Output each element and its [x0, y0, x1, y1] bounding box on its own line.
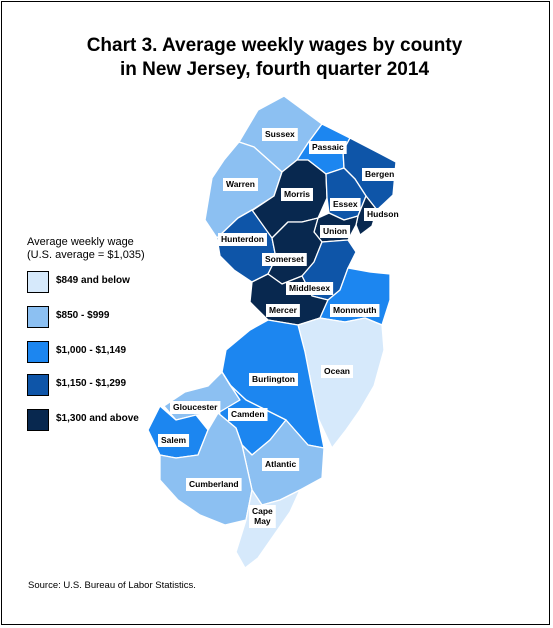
- legend-swatch: [27, 374, 49, 396]
- county-label-union: Union: [320, 225, 351, 238]
- county-label-cumberland: Cumberland: [186, 478, 242, 491]
- county-label-hudson: Hudson: [364, 208, 402, 221]
- county-label-mercer: Mercer: [266, 304, 300, 317]
- county-label-middlesex: Middlesex: [286, 282, 334, 295]
- county-label-text: Somerset: [265, 254, 304, 264]
- county-label-text: Cumberland: [189, 479, 239, 489]
- county-label-text: Burlington: [252, 374, 295, 384]
- legend-title-line-2: (U.S. average = $1,035): [27, 249, 145, 261]
- county-label-text: Camden: [231, 409, 265, 419]
- legend-label: $1,000 - $1,149: [56, 345, 127, 356]
- legend-title: Average weekly wage (U.S. average = $1,0…: [27, 236, 145, 262]
- legend-label: $849 and below: [56, 275, 130, 286]
- county-label-text: Hudson: [367, 209, 399, 219]
- county-label-text: Atlantic: [265, 459, 296, 469]
- county-label-bergen: Bergen: [362, 168, 398, 181]
- legend-swatch: [27, 306, 49, 328]
- county-label-text: Mercer: [269, 305, 298, 315]
- county-label-atlantic: Atlantic: [262, 458, 300, 471]
- county-label-text: Hunterdon: [221, 234, 264, 244]
- county-cumberland: [159, 412, 253, 526]
- title-line-2: in New Jersey, fourth quarter 2014: [119, 59, 430, 80]
- legend-label: $1,300 and above: [56, 413, 139, 424]
- legend-title-line-1: Average weekly wage: [27, 236, 134, 248]
- county-label-camden: Camden: [228, 408, 268, 421]
- county-label-hunterdon: Hunterdon: [218, 233, 267, 246]
- county-label-text: Passaic: [312, 142, 344, 152]
- county-label-burlington: Burlington: [249, 373, 298, 386]
- county-label-gloucester: Gloucester: [170, 401, 221, 414]
- county-label-monmouth: Monmouth: [330, 304, 380, 317]
- county-label-text: Sussex: [265, 129, 295, 139]
- county-label-text: Gloucester: [173, 402, 218, 412]
- county-label-text: Essex: [333, 199, 358, 209]
- title-line-1: Chart 3. Average weekly wages by county: [86, 35, 463, 56]
- legend-swatch: [27, 409, 49, 431]
- county-label-text: Ocean: [324, 366, 350, 376]
- county-label-morris: Morris: [281, 188, 313, 201]
- county-label-text: May: [254, 516, 271, 526]
- county-label-text: Morris: [284, 189, 310, 199]
- county-label-text: Cape: [252, 506, 273, 516]
- county-label-text: Union: [323, 226, 347, 236]
- county-label-text: Warren: [226, 179, 255, 189]
- legend-label: $1,150 - $1,299: [56, 378, 127, 389]
- source-note: Source: U.S. Bureau of Labor Statistics.: [28, 580, 196, 591]
- legend-label: $850 - $999: [56, 310, 110, 321]
- county-label-text: Bergen: [365, 169, 394, 179]
- county-label-text: Middlesex: [289, 283, 330, 293]
- county-label-text: Salem: [161, 435, 186, 445]
- county-label-essex: Essex: [330, 198, 361, 211]
- county-label-ocean: Ocean: [321, 365, 353, 378]
- county-label-text: Monmouth: [333, 305, 376, 315]
- chart-title: Chart 3. Average weekly wages by county …: [0, 34, 549, 82]
- legend-swatch: [27, 341, 49, 363]
- county-label-somerset: Somerset: [262, 253, 307, 266]
- county-label-salem: Salem: [158, 434, 190, 447]
- county-label-warren: Warren: [223, 178, 258, 191]
- county-label-sussex: Sussex: [262, 128, 298, 141]
- county-label-passaic: Passaic: [309, 141, 347, 154]
- legend-swatch: [27, 271, 49, 293]
